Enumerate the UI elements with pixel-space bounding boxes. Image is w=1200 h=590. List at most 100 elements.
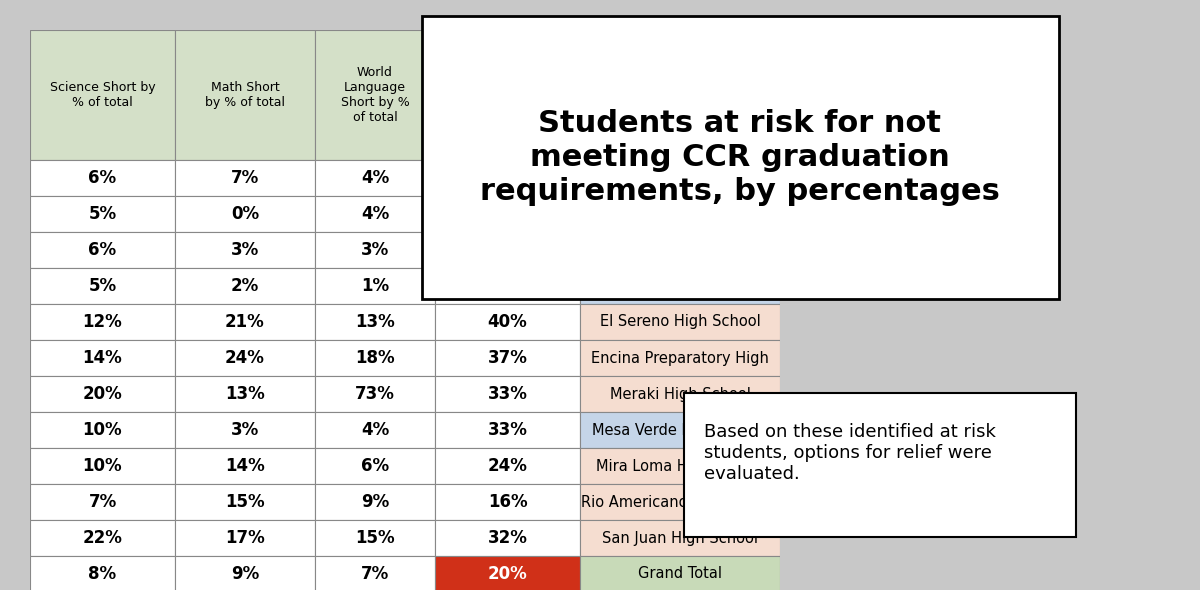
Text: 6%: 6% <box>89 169 116 187</box>
Bar <box>30 448 175 484</box>
Bar <box>175 304 314 340</box>
Text: 20%: 20% <box>487 565 527 583</box>
Bar <box>436 232 580 268</box>
Text: Rio Americano High School: Rio Americano High School <box>581 494 779 510</box>
Text: 15%: 15% <box>355 529 395 547</box>
Text: Mesa Verde High School: Mesa Verde High School <box>592 422 768 438</box>
Text: 4%: 4% <box>361 421 389 439</box>
Bar <box>314 412 436 448</box>
Bar <box>30 340 175 376</box>
Bar <box>175 30 314 160</box>
Text: 16%: 16% <box>487 277 527 295</box>
Text: 22%: 22% <box>83 529 122 547</box>
Bar <box>30 304 175 340</box>
Text: Mira Loma High School: Mira Loma High School <box>596 458 764 474</box>
Text: 12%: 12% <box>83 313 122 331</box>
Text: 17%: 17% <box>226 529 265 547</box>
Bar <box>436 340 580 376</box>
Text: 7%: 7% <box>230 169 259 187</box>
Bar <box>580 268 780 304</box>
Text: 33%: 33% <box>487 385 528 403</box>
Text: 13%: 13% <box>355 313 395 331</box>
Text: 40%: 40% <box>487 313 527 331</box>
Text: 16%: 16% <box>487 493 527 511</box>
Bar <box>175 160 314 196</box>
Bar <box>580 484 780 520</box>
Text: 5%: 5% <box>89 205 116 223</box>
Text: 5%: 5% <box>89 277 116 295</box>
Text: 37%: 37% <box>487 349 528 367</box>
Bar <box>30 30 175 160</box>
Bar <box>436 376 580 412</box>
Text: 20%: 20% <box>83 385 122 403</box>
Text: San Juan High School: San Juan High School <box>602 530 758 546</box>
Bar <box>436 556 580 590</box>
Bar <box>436 484 580 520</box>
Bar <box>436 30 580 160</box>
Text: 3%: 3% <box>361 241 389 259</box>
Text: Grand Total: Grand Total <box>638 566 722 582</box>
Bar <box>580 160 780 196</box>
Bar <box>580 304 780 340</box>
Bar <box>580 30 780 160</box>
Bar <box>175 556 314 590</box>
Text: 33%: 33% <box>487 421 528 439</box>
Text: 32%: 32% <box>487 529 528 547</box>
Text: 4%: 4% <box>361 205 389 223</box>
Bar <box>30 232 175 268</box>
Bar <box>314 30 436 160</box>
Bar <box>580 340 780 376</box>
Bar <box>175 448 314 484</box>
Bar <box>580 412 780 448</box>
Text: 14%: 14% <box>226 457 265 475</box>
Text: 7%: 7% <box>361 565 389 583</box>
Bar <box>580 520 780 556</box>
Text: 14%: 14% <box>83 349 122 367</box>
Text: 10%: 10% <box>83 457 122 475</box>
Text: 17%: 17% <box>487 241 527 259</box>
Text: 3%: 3% <box>230 241 259 259</box>
Text: Based on these identified at risk
students, options for relief were
evaluated.: Based on these identified at risk studen… <box>704 423 996 483</box>
Text: 1%: 1% <box>361 277 389 295</box>
Text: El Camino Fundamental HS: El Camino Fundamental HS <box>581 278 780 293</box>
Bar <box>314 520 436 556</box>
Text: Bella Vista High School: Bella Vista High School <box>595 171 764 185</box>
Bar <box>30 484 175 520</box>
Text: Science Short by
% of total: Science Short by % of total <box>49 81 155 109</box>
Text: 7%: 7% <box>89 493 116 511</box>
Text: Meraki High School: Meraki High School <box>610 386 750 402</box>
Text: 18%: 18% <box>355 349 395 367</box>
Bar <box>175 520 314 556</box>
Bar <box>580 556 780 590</box>
Bar <box>175 340 314 376</box>
Text: 0%: 0% <box>230 205 259 223</box>
Bar <box>436 160 580 196</box>
Text: 73%: 73% <box>355 385 395 403</box>
Bar <box>30 196 175 232</box>
Bar <box>580 376 780 412</box>
Bar <box>314 160 436 196</box>
Bar <box>314 556 436 590</box>
Bar <box>30 160 175 196</box>
Text: 6%: 6% <box>361 457 389 475</box>
Text: Casa Roble Fundamental HS: Casa Roble Fundamental HS <box>576 206 784 221</box>
Text: 8%: 8% <box>89 565 116 583</box>
Bar <box>436 412 580 448</box>
Text: Total Credits
Short by % of
total: Total Credits Short by % of total <box>466 74 550 116</box>
Bar <box>580 196 780 232</box>
Bar <box>314 268 436 304</box>
Text: 24%: 24% <box>226 349 265 367</box>
Text: Del Campo High School: Del Campo High School <box>594 242 766 257</box>
Text: El Sereno High School: El Sereno High School <box>600 314 761 329</box>
Bar <box>580 448 780 484</box>
Bar <box>175 268 314 304</box>
Bar <box>436 448 580 484</box>
Text: Encina Preparatory High: Encina Preparatory High <box>592 350 769 365</box>
Bar <box>580 232 780 268</box>
Bar <box>436 196 580 232</box>
Text: 2%: 2% <box>230 277 259 295</box>
Bar <box>436 520 580 556</box>
Bar <box>314 340 436 376</box>
Bar <box>30 556 175 590</box>
Bar <box>175 376 314 412</box>
